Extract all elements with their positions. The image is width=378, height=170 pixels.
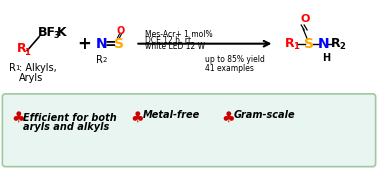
Text: O: O xyxy=(116,26,125,36)
Text: 1: 1 xyxy=(24,48,30,57)
Text: 1: 1 xyxy=(293,42,299,51)
Text: N: N xyxy=(96,37,107,51)
Text: 2: 2 xyxy=(339,42,345,51)
Text: +: + xyxy=(77,35,91,53)
Text: ♣: ♣ xyxy=(130,110,144,125)
Text: O: O xyxy=(300,14,310,24)
Text: Mes-Acr+ 1 mol%: Mes-Acr+ 1 mol% xyxy=(145,30,213,39)
Text: white LED 12 W: white LED 12 W xyxy=(145,42,206,50)
Text: K: K xyxy=(57,26,67,39)
Text: S: S xyxy=(113,37,124,51)
Text: R: R xyxy=(9,63,16,73)
Text: ♣: ♣ xyxy=(11,110,25,125)
Text: Efficient for both: Efficient for both xyxy=(23,113,117,123)
Text: R: R xyxy=(96,55,102,65)
Text: ♣: ♣ xyxy=(222,110,235,125)
Text: up to 85% yield: up to 85% yield xyxy=(205,55,265,64)
Text: BF: BF xyxy=(38,26,56,39)
Text: 2: 2 xyxy=(103,57,107,63)
Text: 1: 1 xyxy=(15,65,20,71)
FancyBboxPatch shape xyxy=(2,94,376,167)
Text: 41 examples: 41 examples xyxy=(205,64,254,73)
Text: aryls and alkyls: aryls and alkyls xyxy=(23,122,110,132)
Text: S: S xyxy=(304,37,314,51)
Text: Metal-free: Metal-free xyxy=(143,110,200,121)
Text: Gram-scale: Gram-scale xyxy=(234,110,295,121)
Text: H: H xyxy=(322,53,330,63)
Text: =: = xyxy=(105,37,116,51)
Text: Aryls: Aryls xyxy=(19,73,43,83)
Text: N: N xyxy=(318,37,330,51)
Text: R: R xyxy=(17,42,27,55)
Text: R: R xyxy=(285,37,295,50)
Text: : Alkyls,: : Alkyls, xyxy=(19,63,57,73)
Text: 3: 3 xyxy=(53,31,59,40)
Text: DCE,12 h, rt.: DCE,12 h, rt. xyxy=(145,36,194,45)
Text: R: R xyxy=(331,37,341,50)
